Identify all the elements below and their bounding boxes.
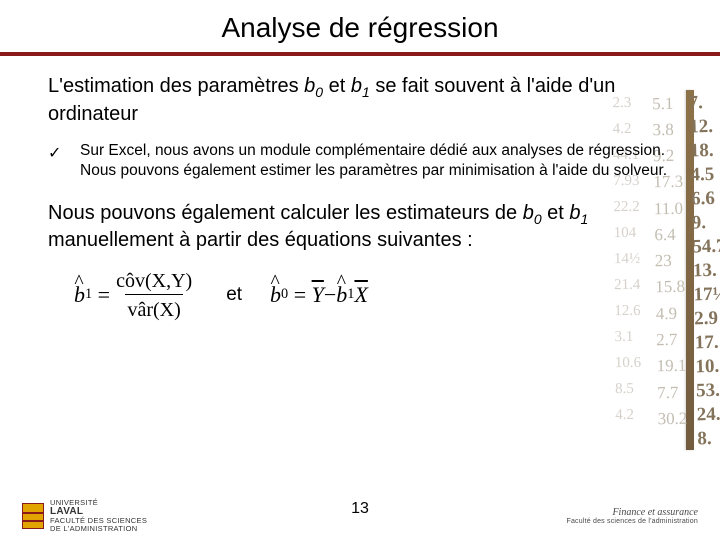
- equation-2: b0 = Y − b1 X: [270, 282, 368, 308]
- bullet-1: ✓ Sur Excel, nous avons un module complé…: [48, 141, 672, 181]
- equation-row: b1 = côv(X,Y) vâr(X) et b0 = Y − b1 X: [74, 267, 672, 322]
- paragraph-1: L'estimation des paramètres b0 et b1 se …: [48, 74, 672, 127]
- slide-title: Analyse de régression: [0, 0, 720, 52]
- check-icon: ✓: [48, 141, 80, 163]
- p2-post: manuellement à partir des équations suiv…: [48, 229, 473, 251]
- eq2-minus: −: [324, 282, 336, 308]
- fac-line2: de l'administration: [50, 524, 137, 533]
- p1-b0: b: [304, 75, 315, 97]
- eq1-equals: =: [98, 282, 110, 308]
- p1-mid: et: [323, 75, 351, 97]
- eq2-sub: 0: [281, 286, 288, 303]
- p2-pre: Nous pouvons également calculer les esti…: [48, 202, 523, 224]
- paragraph-2: Nous pouvons également calculer les esti…: [48, 201, 672, 254]
- p1-pre: L'estimation des paramètres: [48, 75, 304, 97]
- p2-mid: et: [542, 202, 570, 224]
- content-area: L'estimation des paramètres b0 et b1 se …: [0, 56, 720, 322]
- p1-s1: 1: [362, 84, 370, 100]
- eq2-equals: =: [294, 282, 306, 308]
- eq1-x: (X): [153, 299, 181, 321]
- equation-1: b1 = côv(X,Y) vâr(X): [74, 267, 198, 322]
- p1-b1: b: [351, 75, 362, 97]
- slide: Analyse de régression 2.34.244.17.9322.2…: [0, 0, 720, 540]
- bullet-1-text: Sur Excel, nous avons un module compléme…: [80, 141, 672, 181]
- eq2-ybar: Y: [312, 282, 324, 307]
- p2-b1: b: [569, 202, 580, 224]
- logo-left-text: Université Laval Faculté des sciences de…: [50, 499, 147, 533]
- eq1-cov: côv: [116, 270, 145, 292]
- right-line2: Faculté des sciences de l'administration: [566, 518, 698, 525]
- eq2-b: b: [270, 282, 281, 307]
- eq1-sub: 1: [85, 286, 92, 303]
- p2-s0: 0: [534, 211, 542, 227]
- eq1-xy: (X,Y): [145, 270, 192, 292]
- eq2-b1: b: [336, 282, 347, 307]
- equation-connector: et: [226, 284, 242, 306]
- logo-finance-assurance: Finance et assurance Faculté des science…: [566, 507, 698, 525]
- right-line1: Finance et assurance: [612, 507, 698, 518]
- shield-icon: [22, 503, 44, 529]
- eq2-xbar: X: [354, 282, 367, 307]
- p2-s1: 1: [581, 211, 589, 227]
- footer: Université Laval Faculté des sciences de…: [0, 492, 720, 540]
- logo-universite-laval: Université Laval Faculté des sciences de…: [22, 499, 147, 533]
- eq1-b: b: [74, 282, 85, 307]
- eq1-var: vâr: [127, 299, 153, 321]
- p1-s0: 0: [315, 84, 323, 100]
- p2-b0: b: [523, 202, 534, 224]
